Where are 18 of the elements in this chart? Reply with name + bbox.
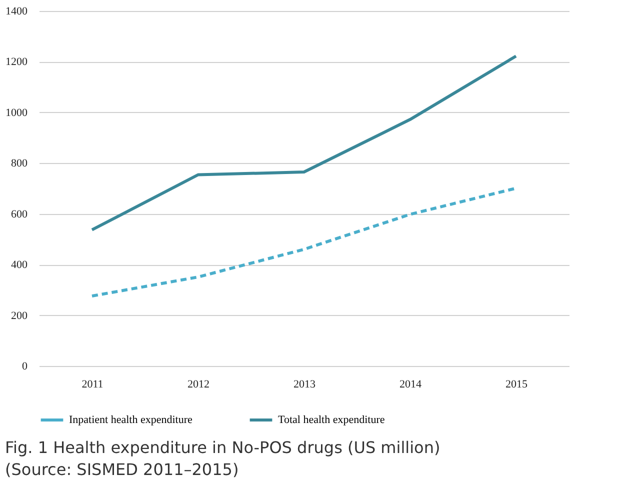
y-tick-label: 0 xyxy=(22,360,28,372)
x-tick-label: 2014 xyxy=(400,378,422,390)
x-tick-label: 2015 xyxy=(506,378,528,390)
text: Fig. 1 Health expenditure in No-POS drugs (US million) (Source: SISMED 2011–2015) xyxy=(5,438,440,479)
line-series xyxy=(90,186,518,298)
y-tick-label: 200 xyxy=(11,310,28,322)
y-tick-label: 600 xyxy=(11,208,28,220)
x-tick-label: 2012 xyxy=(188,378,210,390)
line-series xyxy=(90,54,518,232)
x-tick-label: 2013 xyxy=(294,378,316,390)
y-tick-label: 1200 xyxy=(6,56,28,68)
y-tick-label: 1400 xyxy=(6,6,28,18)
y-tick-label: 800 xyxy=(11,158,28,170)
legend-label: Total health expenditure xyxy=(278,414,385,426)
x-tick-label: 2011 xyxy=(82,378,104,390)
y-tick-label: 400 xyxy=(11,259,28,272)
legend-label: Inpatient health expenditure xyxy=(69,414,193,426)
y-tick-label: 1000 xyxy=(6,106,28,119)
